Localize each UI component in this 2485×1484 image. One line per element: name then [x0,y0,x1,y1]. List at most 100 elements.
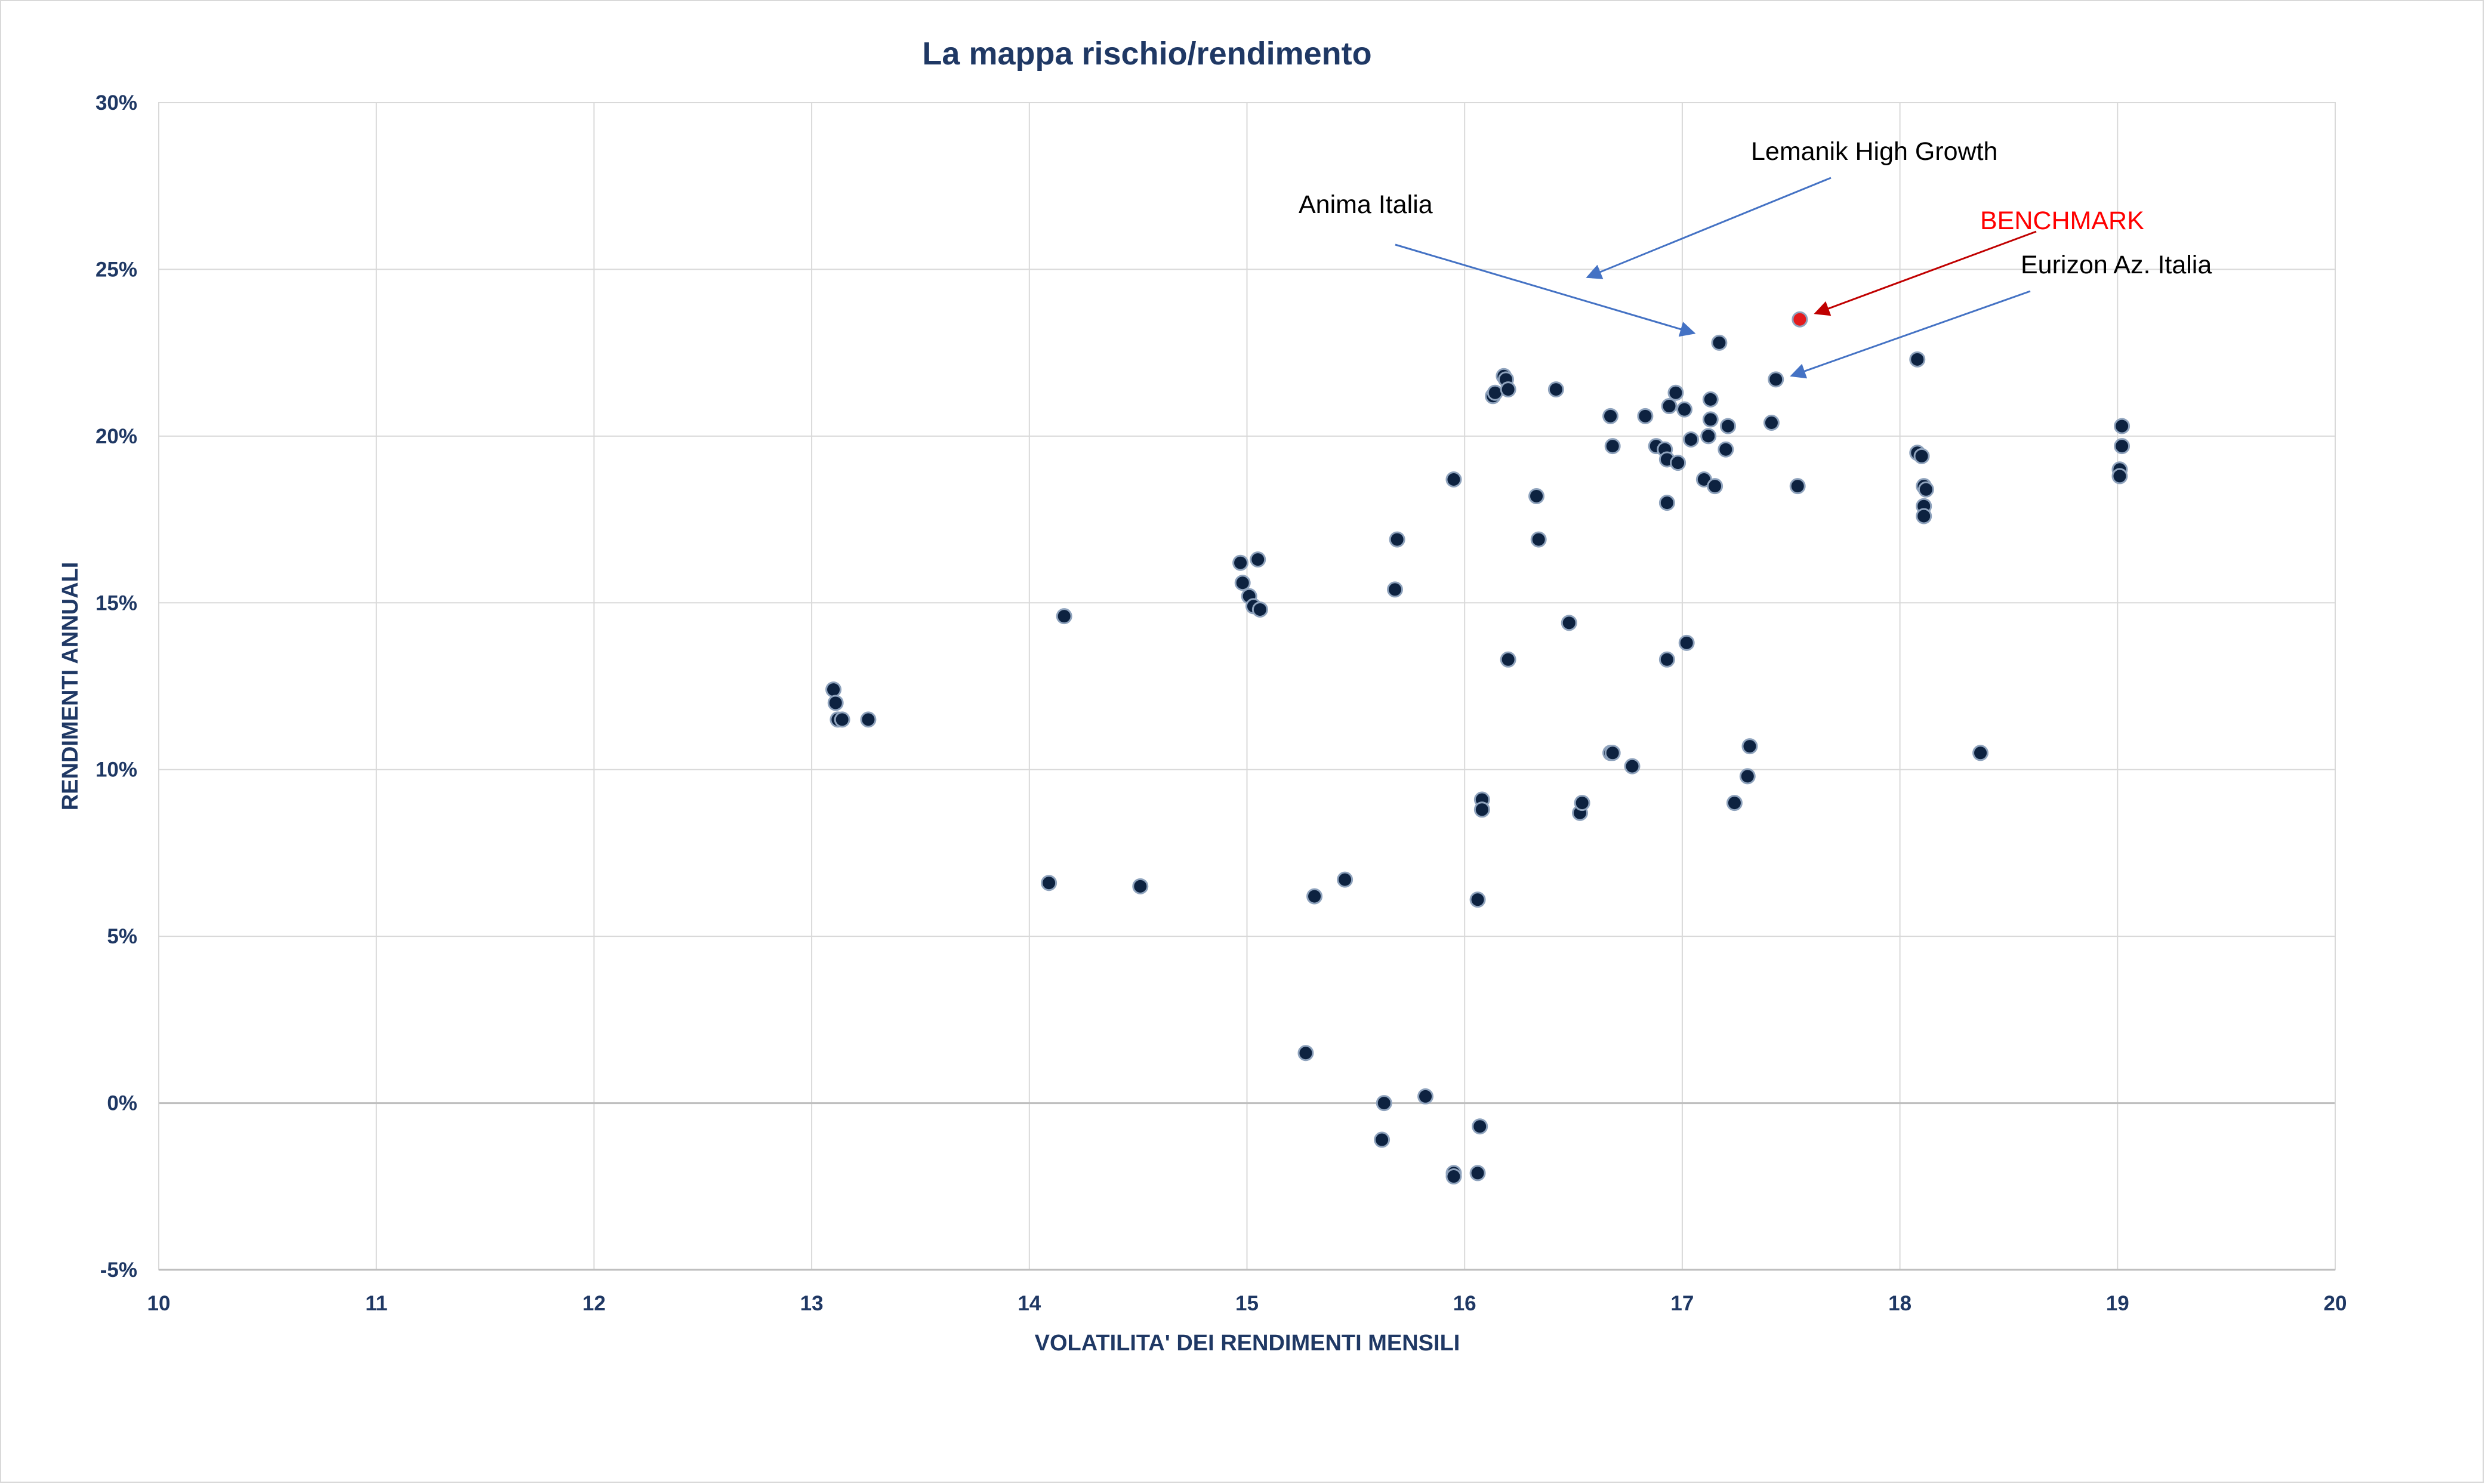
data-point [1297,1045,1314,1062]
data-point [1711,334,1728,351]
data-point [1661,398,1678,415]
data-point [1500,381,1516,398]
data-point [1574,795,1590,812]
data-point [1132,878,1149,894]
data-point [1702,411,1719,428]
x-tick-label: 20 [2324,1292,2347,1315]
data-point [1624,758,1641,775]
y-tick-label: 25% [95,258,137,281]
x-tick-label: 10 [147,1292,171,1315]
data-point [1739,768,1756,785]
x-tick-label: 15 [1235,1292,1259,1315]
annotation-label: Eurizon Az. Italia [2021,251,2212,279]
annotation-arrow [1790,290,2031,379]
data-point [1337,871,1354,888]
data-point [1676,401,1693,418]
data-point [1250,551,1266,568]
data-point [1528,488,1545,504]
data-point [1487,384,1503,401]
x-tick-label: 12 [582,1292,606,1315]
y-tick-label: 5% [107,925,137,948]
data-point [1726,795,1743,812]
data-point [1530,531,1547,548]
data-point [1741,738,1758,755]
data-point [1604,438,1621,455]
x-tick-label: 16 [1453,1292,1476,1315]
annotation-arrow [1814,230,2037,316]
data-point [1658,495,1675,511]
data-point [1707,478,1724,495]
data-point [1909,351,1926,368]
data-point [1376,1095,1392,1112]
data-point [1700,428,1717,445]
y-tick-label: 0% [107,1092,137,1115]
data-point [1718,441,1734,458]
annotation-arrow [1395,243,1696,337]
data-point [1374,1131,1391,1148]
data-point [1056,608,1072,625]
y-tick-label: 15% [95,591,137,615]
benchmark-point [1792,311,1808,328]
y-tick-label: 30% [95,91,137,115]
y-tick-label: -5% [100,1258,137,1282]
data-point [1682,431,1699,448]
x-tick-label: 14 [1018,1292,1041,1315]
x-tick-label: 13 [800,1292,824,1315]
data-point [1445,1168,1462,1185]
x-axis-title: VOLATILITA' DEI RENDIMENTI MENSILI [1035,1331,1460,1356]
y-axis-title: RENDIMENTI ANNUALI [58,562,83,811]
tick-labels: 10 11 12 13 14 15 16 17 18 19 20 -5% 0% 5% 10% 15% 20% 25… [95,91,2347,1315]
data-point [1473,801,1490,818]
data-point [1604,745,1621,761]
x-tick-label: 11 [365,1292,387,1315]
data-points [825,311,2131,1185]
data-point [1469,891,1486,908]
data-point [1561,615,1577,631]
data-point [1678,634,1695,651]
data-point [1472,1118,1488,1135]
data-point [1251,601,1268,618]
data-point [1670,455,1687,471]
data-point [2111,468,2128,485]
data-point [1719,418,1736,434]
data-point [2114,438,2131,455]
data-point [1500,651,1516,668]
data-point [1916,508,1932,525]
chart-title: La mappa rischio/rendimento [922,36,1371,72]
annotation-label: Anima Italia [1299,190,1433,219]
data-point [1389,531,1405,548]
data-point [1417,1088,1434,1104]
data-point [827,695,844,711]
data-point [1386,581,1403,598]
gridlines [158,102,2336,1270]
benchmark-label: BENCHMARK [1980,206,2144,235]
data-point [1306,888,1323,905]
y-tick-label: 20% [95,425,137,448]
x-tick-label: 18 [1888,1292,1911,1315]
data-point [825,681,842,698]
data-point [1667,384,1684,401]
data-point [860,711,877,728]
data-point [834,711,850,728]
data-point [1445,471,1462,488]
data-point [1658,651,1675,668]
data-point [1547,381,1564,398]
data-point [1789,478,1806,495]
data-point [1702,391,1719,408]
data-point [1972,745,1989,761]
data-point [1041,875,1057,891]
data-point [1234,575,1251,591]
data-point [1232,554,1249,571]
x-tick-label: 17 [1670,1292,1694,1315]
y-tick-label: 10% [95,758,137,782]
data-point [1768,371,1784,388]
data-point [2114,418,2131,434]
data-point [1602,408,1619,424]
annotation-arrows [1395,177,2037,379]
data-point [1913,448,1930,464]
data-point [1637,408,1654,424]
data-point [1469,1165,1486,1181]
annotation-labels: Lemanik High Growth Anima Italia BENCHMARK… [1299,137,2212,279]
annotation-arrow [1586,177,1832,279]
